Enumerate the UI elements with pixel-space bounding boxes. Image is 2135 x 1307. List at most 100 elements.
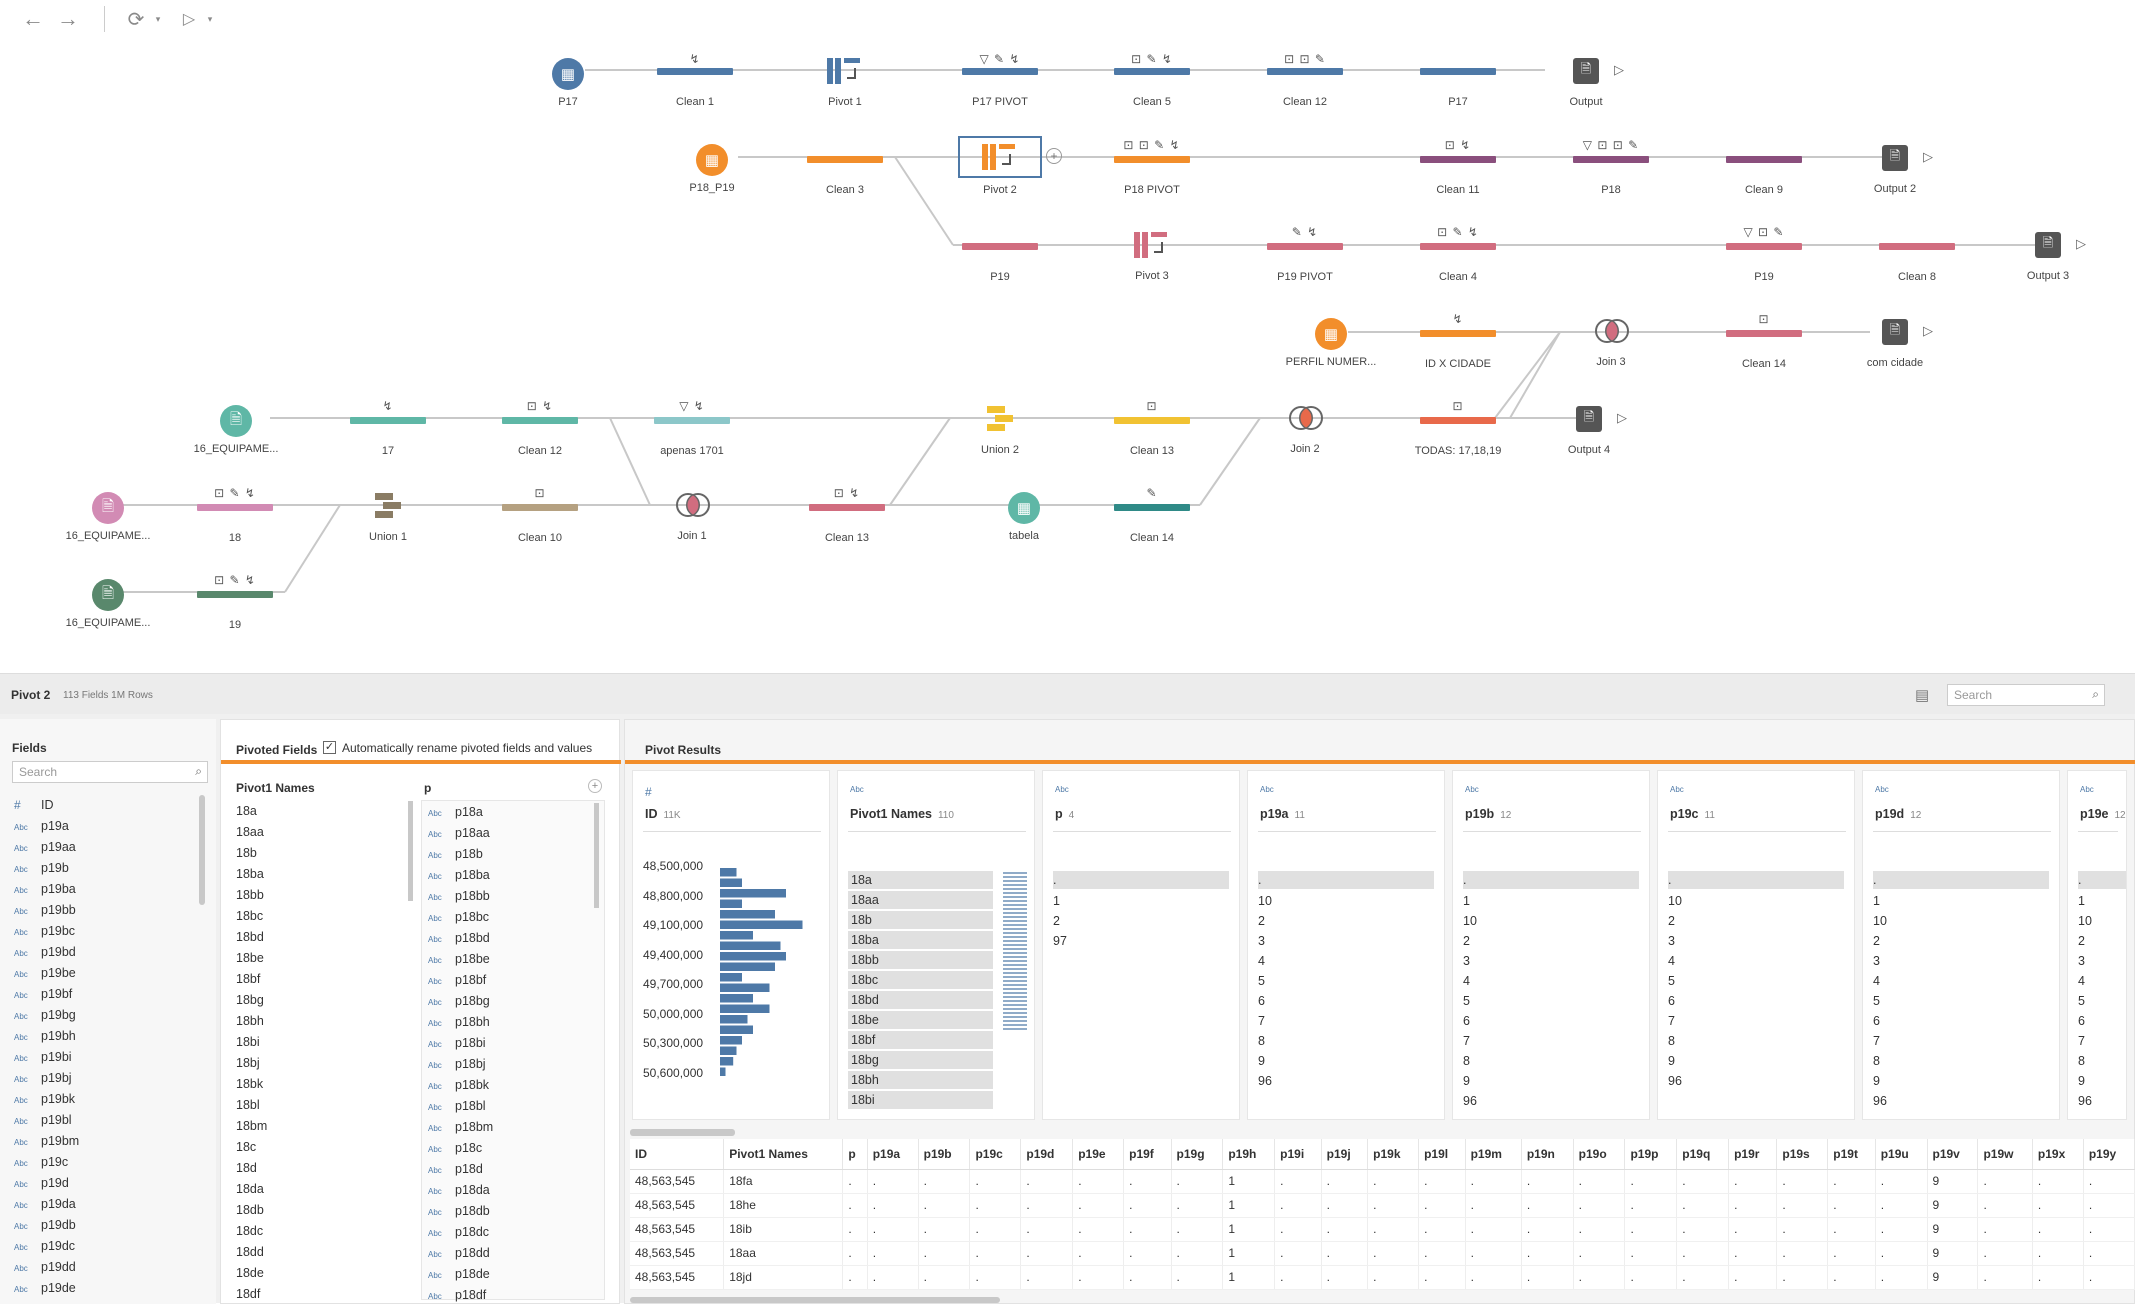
column-header[interactable]: p19w <box>1977 1139 2033 1170</box>
column-header[interactable]: p19t <box>1827 1139 1876 1170</box>
value-item[interactable]: 4 <box>1258 954 1265 968</box>
profile-card-p19c[interactable]: Abc p19c 11. 10 2 3 4 5 6 7 8 9 96 <box>1657 770 1855 1120</box>
run-flow-icon[interactable]: ▷ <box>182 11 196 28</box>
pivot-name-item[interactable]: 18de <box>236 1266 264 1280</box>
pivot-name-item[interactable]: 18bi <box>236 1035 260 1049</box>
histogram-bar[interactable] <box>720 910 775 919</box>
value-item[interactable]: 96 <box>1668 1074 1682 1088</box>
field-item[interactable]: Abc p19bc <box>14 921 194 942</box>
value-list[interactable]: . 10 2 3 4 5 6 7 8 9 96 <box>1668 871 1844 1091</box>
value-item[interactable]: 4 <box>1873 974 1880 988</box>
pivot-value-item[interactable]: Abc p18bc <box>428 907 588 928</box>
pivot-name-item[interactable]: 18bl <box>236 1098 260 1112</box>
column-header[interactable]: p19u <box>1875 1139 1928 1170</box>
field-item[interactable]: Abc p19b <box>14 858 194 879</box>
histogram-bar[interactable] <box>720 1015 748 1024</box>
table-row[interactable]: 48,563,545 18aa........ 1............. 9... <box>630 1241 2135 1266</box>
value-item[interactable]: 96 <box>2078 1094 2092 1108</box>
value-bar[interactable]: 18bd <box>848 991 993 1009</box>
column-header[interactable]: p19d <box>1020 1139 1074 1170</box>
value-bar[interactable]: 18ba <box>848 931 993 949</box>
value-item[interactable]: 2 <box>2078 934 2085 948</box>
value-item[interactable]: 10 <box>1873 914 1887 928</box>
profile-card-p19a[interactable]: Abc p19a 11. 10 2 3 4 5 6 7 8 9 96 <box>1247 770 1445 1120</box>
pivot-name-item[interactable]: 18a <box>236 804 257 818</box>
value-item[interactable]: 10 <box>1258 894 1272 908</box>
value-item[interactable]: 97 <box>1053 934 1067 948</box>
pivot-name-item[interactable]: 18bg <box>236 993 264 1007</box>
value-list[interactable]: 18a 18aa 18b 18ba 18bb 18bc 18bd 18be 18bf 18bg 18… <box>848 871 993 1111</box>
histogram-bar[interactable] <box>720 920 803 930</box>
value-bar[interactable]: 18bf <box>848 1031 993 1049</box>
column-header[interactable]: p19k <box>1367 1139 1420 1170</box>
value-item[interactable]: 5 <box>1873 994 1880 1008</box>
column-header[interactable]: p19y <box>2083 1139 2135 1170</box>
value-item[interactable]: 7 <box>1258 1014 1265 1028</box>
pivot-value-item[interactable]: Abc p18bg <box>428 991 588 1012</box>
value-list[interactable]: . 1 10 2 3 4 5 6 7 8 9 96 <box>1463 871 1639 1111</box>
column-header[interactable]: p19v <box>1927 1139 1979 1170</box>
pivot-value-item[interactable]: Abc p18bi <box>428 1033 588 1054</box>
value-overview-strip[interactable] <box>1001 869 1031 1034</box>
pivot-values-list[interactable]: Abc p18a Abc p18aa Abc p18b Abc p18ba Abc p18bb Ab… <box>428 802 588 1306</box>
cards-scrollbar[interactable] <box>630 1129 735 1136</box>
value-item[interactable]: 8 <box>1258 1034 1265 1048</box>
grid-scrollbar[interactable] <box>630 1297 1000 1303</box>
fields-list[interactable]: # ID Abc p19a Abc p19aa Abc p19b Abc p19ba Abc p19b… <box>14 795 194 1299</box>
pivot-name-item[interactable]: 18ba <box>236 867 264 881</box>
table-row[interactable]: 48,563,545 18jd........ 1............. 9... <box>630 1265 2135 1290</box>
value-bar[interactable]: 18bh <box>848 1071 993 1089</box>
forward-arrow-icon[interactable]: → <box>57 6 79 31</box>
table-row[interactable]: 48,563,545 18ib........ 1............. 9... <box>630 1217 2135 1242</box>
profile-card-id[interactable]: # ID 11K 48,500,000 48,800,000 49,100,000 49… <box>632 770 830 1120</box>
value-item[interactable]: 96 <box>1873 1094 1887 1108</box>
pivot-name-item[interactable]: 18be <box>236 951 264 965</box>
profile-card-p19b[interactable]: Abc p19b 12. 1 10 2 3 4 5 6 7 8 9 96 <box>1452 770 1650 1120</box>
pivot-name-item[interactable]: 18d <box>236 1161 257 1175</box>
value-item[interactable]: . <box>2078 871 2126 889</box>
histogram-bar[interactable] <box>720 1004 770 1014</box>
value-item[interactable]: 96 <box>1463 1094 1477 1108</box>
value-bar[interactable]: 18bc <box>848 971 993 989</box>
field-item[interactable]: Abc p19da <box>14 1194 194 1215</box>
pivot-value-item[interactable]: Abc p18df <box>428 1285 588 1306</box>
value-item[interactable]: 2 <box>1668 914 1675 928</box>
column-header[interactable]: p19c <box>969 1139 1022 1170</box>
profile-card-p19d[interactable]: Abc p19d 12. 1 10 2 3 4 5 6 7 8 9 96 <box>1862 770 2060 1120</box>
field-item[interactable]: Abc p19bm <box>14 1131 194 1152</box>
value-item[interactable]: 9 <box>1258 1054 1265 1068</box>
value-item[interactable]: 4 <box>1668 954 1675 968</box>
value-item[interactable]: 7 <box>1873 1034 1880 1048</box>
pivot-value-item[interactable]: Abc p18bb <box>428 886 588 907</box>
histogram-bar[interactable] <box>720 952 786 961</box>
value-item[interactable]: 9 <box>1873 1074 1880 1088</box>
column-header[interactable]: p19i <box>1274 1139 1322 1170</box>
layout-toggle-icon[interactable]: ▤ <box>1915 687 1930 704</box>
histogram-bar[interactable] <box>720 878 742 888</box>
value-item[interactable]: 10 <box>1668 894 1682 908</box>
table-row[interactable]: 48,563,545 18he........ 1............. 9... <box>630 1193 2135 1218</box>
pivot-value-item[interactable]: Abc p18ba <box>428 865 588 886</box>
value-item[interactable]: 5 <box>1668 974 1675 988</box>
pivot-name-item[interactable]: 18c <box>236 1140 257 1154</box>
fields-search-input[interactable]: Search ⌕ <box>12 761 208 783</box>
pivot-value-item[interactable]: Abc p18bf <box>428 970 588 991</box>
column-header[interactable]: p19q <box>1676 1139 1730 1170</box>
pivot-value-item[interactable]: Abc p18de <box>428 1264 588 1285</box>
field-item[interactable]: # ID <box>14 795 194 816</box>
pivot-value-item[interactable]: Abc p18d <box>428 1159 588 1180</box>
pivot-value-item[interactable]: Abc p18bj <box>428 1054 588 1075</box>
column-header[interactable]: p19a <box>867 1139 919 1170</box>
value-bar[interactable]: 18be <box>848 1011 993 1029</box>
pivot-name-item[interactable]: 18bb <box>236 888 264 902</box>
field-item[interactable]: Abc p19bg <box>14 1005 194 1026</box>
add-step-icon[interactable]: + <box>1046 148 1062 164</box>
column-header[interactable]: p19x <box>2032 1139 2084 1170</box>
panel-search-input[interactable]: Search ⌕ <box>1947 684 2105 706</box>
column-header[interactable]: p19f <box>1123 1139 1172 1170</box>
field-item[interactable]: Abc p19dc <box>14 1236 194 1257</box>
field-item[interactable]: Abc p19bj <box>14 1068 194 1089</box>
value-item[interactable]: . <box>1258 871 1434 889</box>
value-item[interactable]: 3 <box>2078 954 2085 968</box>
refresh-icon[interactable]: ⟳ <box>127 8 145 31</box>
